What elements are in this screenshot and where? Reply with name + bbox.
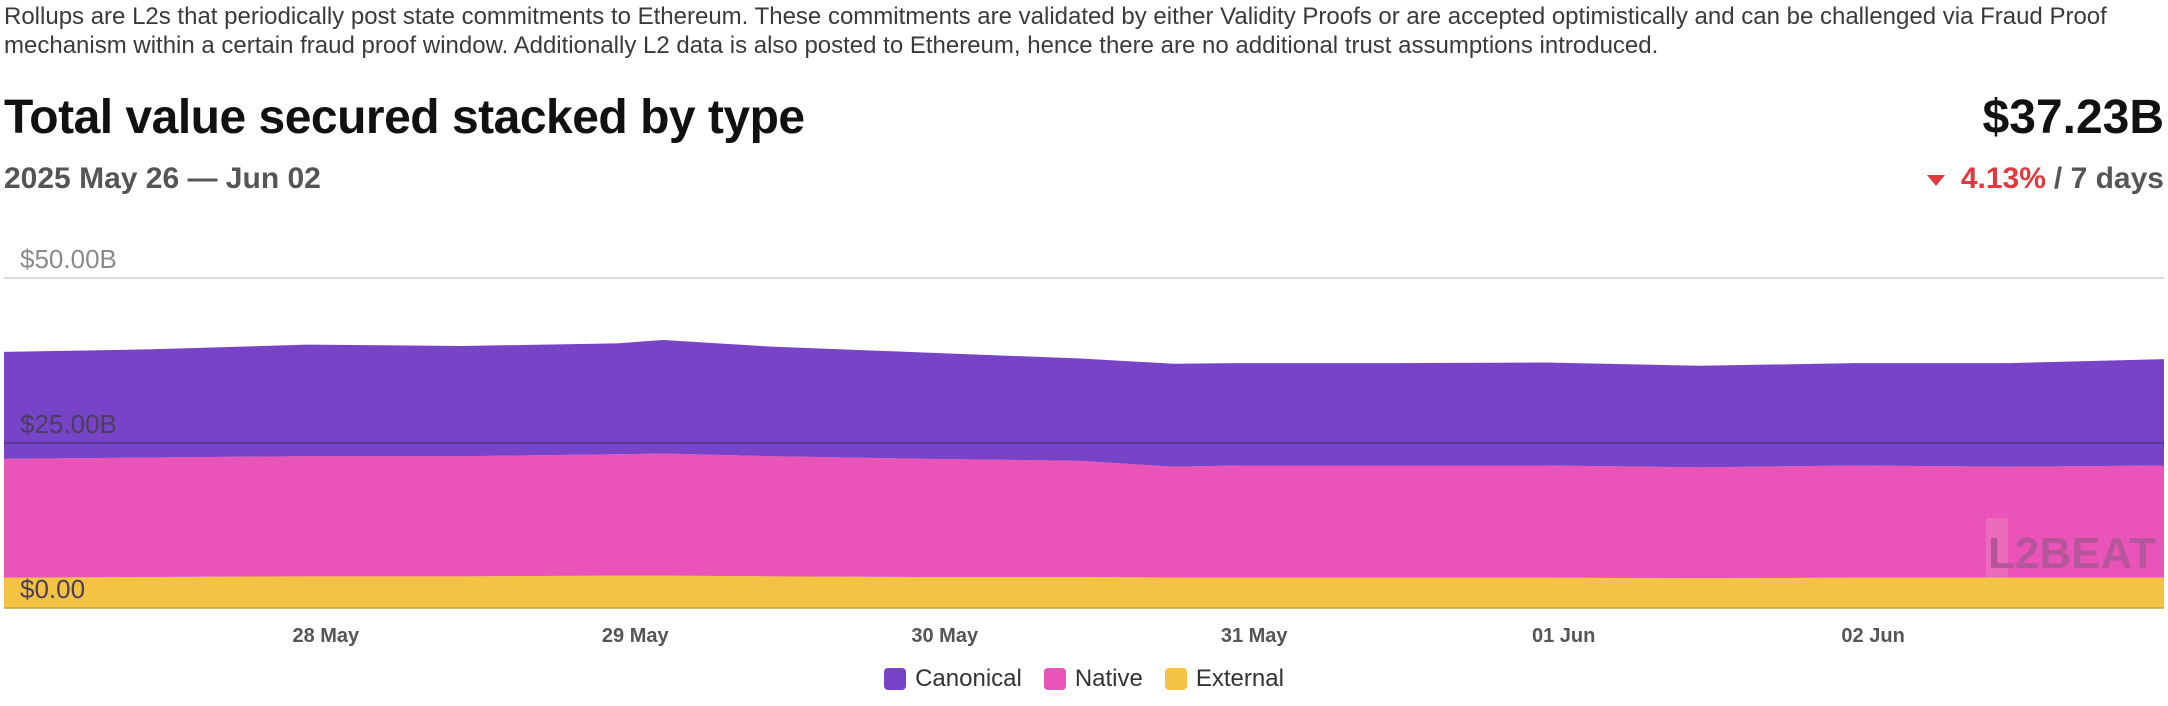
area-native — [4, 453, 2164, 579]
change-percent: 4.13% — [1960, 162, 2046, 195]
caret-down-icon — [1926, 174, 1945, 186]
y-tick-label: $50.00B — [20, 244, 117, 274]
legend-item-canonical[interactable]: Canonical — [884, 665, 1022, 693]
x-tick-label: 02 Jun — [1841, 625, 1904, 647]
rollups-description: Rollups are L2s that periodically post s… — [4, 3, 2107, 59]
x-tick-label: 29 May — [602, 625, 670, 647]
legend-item-external[interactable]: External — [1164, 665, 1284, 693]
legend-swatch — [884, 668, 907, 690]
legend-swatch — [1043, 668, 1066, 690]
total-value: $37.23B — [1982, 91, 2164, 144]
legend-label: External — [1195, 665, 1284, 692]
watermark-text: L2BEAT — [1988, 529, 2156, 578]
area-series — [4, 340, 2164, 608]
legend-label: Canonical — [915, 665, 1022, 692]
legend-swatch — [1164, 668, 1187, 690]
legend-item-native[interactable]: Native — [1043, 665, 1143, 693]
legend-label: Native — [1074, 665, 1143, 692]
area-canonical — [4, 340, 2164, 468]
y-tick-label: $25.00B — [20, 409, 117, 439]
date-range: 2025 May 26 — Jun 02 — [4, 162, 321, 195]
y-tick-label: $0.00 — [20, 574, 85, 604]
chart-legend: Canonical Native External — [0, 665, 2168, 693]
area-external — [4, 575, 2164, 608]
change-period: / 7 days — [2053, 162, 2164, 195]
x-tick-label: 31 May — [1221, 625, 1289, 647]
x-tick-labels: 28 May 29 May 30 May 31 May 01 Jun 02 Jun — [292, 625, 1904, 647]
x-tick-label: 28 May — [292, 625, 360, 647]
x-tick-label: 01 Jun — [1532, 625, 1595, 647]
change-indicator: 4.13% / 7 days — [1926, 162, 2164, 196]
chart-title: Total value secured stacked by type — [4, 91, 805, 144]
y-tick-labels: $0.00 $25.00B $50.00B — [4, 244, 2164, 609]
x-tick-label: 30 May — [911, 625, 979, 647]
tvs-stacked-area-chart[interactable]: $0.00 $25.00B $50.00B 28 May 29 May 30 May 31… — [0, 0, 2168, 665]
l2beat-watermark-logo: L2BEAT — [1986, 518, 2156, 578]
